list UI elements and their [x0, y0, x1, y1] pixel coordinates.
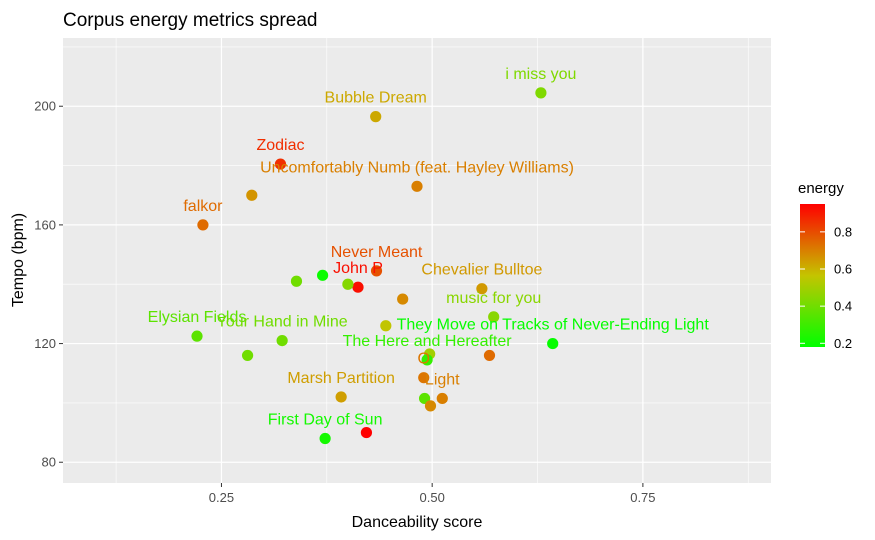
point-label: i miss you — [505, 66, 576, 83]
data-point — [360, 426, 373, 439]
point-label: The Here and Hereafter — [343, 333, 513, 350]
point-label: They Move on Tracks of Never-Ending Ligh… — [397, 317, 710, 334]
data-point — [436, 392, 448, 405]
data-point — [424, 400, 437, 412]
data-point — [274, 158, 287, 170]
data-point — [191, 330, 203, 342]
data-point — [290, 275, 303, 287]
data-point — [535, 87, 547, 99]
data-point — [370, 265, 383, 277]
data-point — [319, 432, 331, 445]
x-axis-title: Danceability score — [352, 514, 483, 531]
data-point — [342, 278, 354, 290]
plot-panel — [63, 38, 771, 483]
legend-tick-label: 0.8 — [834, 224, 852, 239]
point-label: Uncomfortably Numb (feat. Hayley William… — [260, 159, 574, 176]
x-tick-label: 0.50 — [420, 490, 445, 505]
data-point — [370, 111, 382, 123]
y-axis: 80 120 160 200 — [34, 99, 63, 470]
data-point — [488, 311, 500, 323]
y-tick-label: 160 — [34, 217, 56, 232]
point-label: First Day of Sun — [268, 412, 383, 429]
y-axis-title: Tempo (bpm) — [10, 213, 27, 307]
point-label: Elysian Fields — [148, 309, 247, 326]
data-point — [276, 335, 288, 347]
x-tick-label: 0.75 — [630, 490, 655, 505]
x-axis: 0.25 0.50 0.75 — [209, 483, 656, 505]
data-point — [380, 320, 392, 332]
point-label: John P — [333, 260, 383, 277]
chart-title: Corpus energy metrics spread — [63, 10, 318, 31]
data-point — [246, 189, 258, 201]
point-label: music for you — [446, 290, 541, 307]
data-point — [547, 337, 559, 350]
x-tick-label: 0.25 — [209, 490, 234, 505]
point-label: Never Meant — [331, 244, 423, 261]
legend: energy 0.2 0.4 0.6 0.8 — [798, 180, 852, 351]
data-point — [352, 281, 364, 293]
grid-minor — [63, 38, 771, 483]
data-point — [418, 372, 430, 384]
legend-ticks: 0.2 0.4 0.6 0.8 — [800, 224, 852, 351]
point-label: Zodiac — [256, 137, 304, 154]
point-label: Marsh Partition — [287, 370, 395, 387]
y-tick-label: 120 — [34, 336, 56, 351]
legend-tick-label: 0.6 — [834, 262, 852, 277]
data-point — [197, 219, 209, 231]
point-label: Chevalier Bulltoe — [421, 262, 542, 279]
point-label: O — [418, 351, 430, 368]
data-point — [241, 349, 254, 362]
point-label: Light — [425, 371, 460, 388]
legend-tick-label: 0.4 — [834, 299, 852, 314]
point-label: Your Hand in Mine — [217, 314, 348, 331]
point-labels: i miss you Bubble Dream Zodiac Uncomfortabl… — [148, 66, 710, 429]
legend-colorbar — [800, 204, 825, 347]
y-tick-label: 200 — [34, 99, 56, 114]
data-point — [483, 349, 496, 362]
data-points — [191, 87, 559, 445]
data-point — [421, 354, 433, 366]
data-point — [411, 180, 423, 192]
legend-title: energy — [798, 180, 844, 197]
point-label: Bubble Dream — [325, 90, 427, 107]
legend-tick-label: 0.2 — [834, 336, 852, 351]
data-point — [397, 293, 409, 305]
point-label: falkor — [183, 198, 223, 215]
data-point — [335, 391, 347, 403]
y-tick-label: 80 — [42, 455, 56, 470]
data-point — [317, 269, 329, 281]
data-point — [476, 283, 488, 295]
